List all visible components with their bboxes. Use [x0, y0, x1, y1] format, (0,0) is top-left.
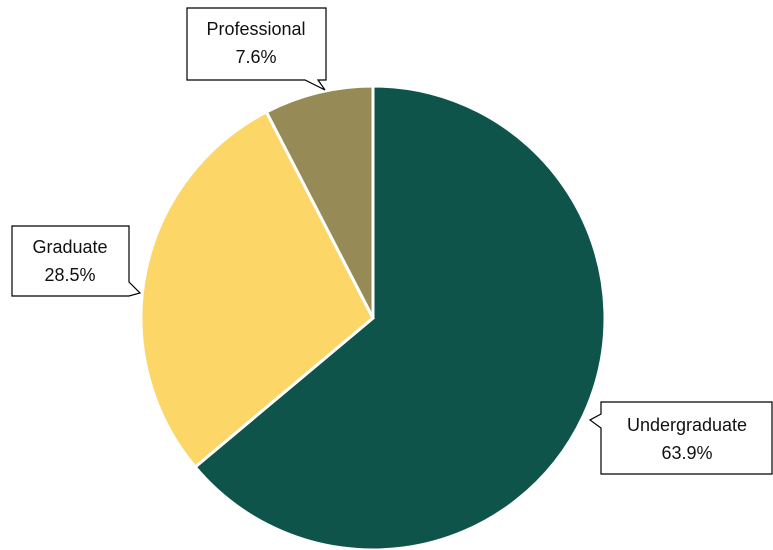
callout-box [11, 225, 142, 297]
value-label: 7.6% [235, 47, 276, 67]
value-label: 28.5% [44, 265, 95, 285]
slice-label: Professional [206, 19, 305, 39]
callout-box [186, 7, 327, 91]
callout-box [588, 401, 773, 475]
slice-label: Undergraduate [627, 415, 747, 435]
pie-slice [193, 84, 607, 550]
value-label: 63.9% [661, 443, 712, 463]
pie-slice [139, 109, 375, 470]
slice-label: Graduate [32, 237, 107, 257]
pie-slice [264, 84, 375, 319]
